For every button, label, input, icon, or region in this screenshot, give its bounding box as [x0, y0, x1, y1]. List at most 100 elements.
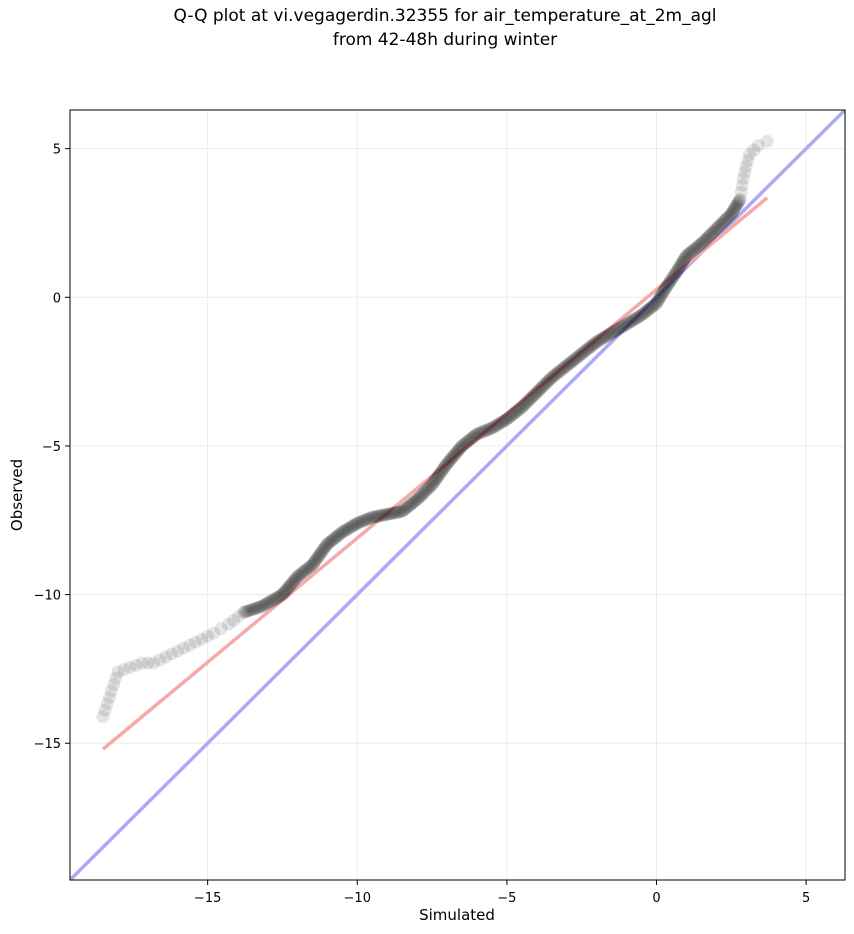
qq-point [594, 332, 608, 346]
qq-point [253, 600, 267, 614]
qq-point [308, 554, 322, 568]
qq-point [536, 380, 550, 394]
qq-point [493, 416, 507, 430]
qq-point [283, 578, 297, 592]
qq-point [675, 257, 689, 271]
qq-point [679, 249, 693, 263]
qq-point [672, 261, 686, 275]
qq-point [728, 202, 742, 216]
qq-point [658, 283, 672, 297]
qq-point [532, 383, 546, 397]
qq-point [560, 359, 574, 373]
qq-point [525, 390, 539, 404]
qq-point [339, 523, 353, 537]
qq-point [452, 443, 466, 457]
qq-point [395, 504, 409, 518]
qq-point [297, 565, 311, 579]
qq-point [628, 312, 642, 326]
qq-point [280, 582, 294, 596]
qq-point [710, 221, 724, 235]
qq-point [651, 294, 665, 308]
qq-point [306, 557, 320, 571]
qq-point [637, 306, 651, 320]
qq-point [435, 463, 449, 477]
qq-point [558, 360, 572, 374]
qq-point [386, 506, 400, 520]
qq-point [337, 524, 351, 538]
qq-point [335, 525, 349, 539]
qq-point [585, 339, 599, 353]
qq-point [575, 347, 589, 361]
qq-point [629, 311, 643, 325]
qq-point [383, 507, 397, 521]
qq-point [278, 584, 292, 598]
qq-point [324, 534, 338, 548]
qq-point [159, 650, 173, 664]
qq-point [318, 541, 332, 555]
qq-point [735, 178, 749, 192]
qq-point [496, 415, 510, 429]
qq-point [462, 433, 476, 447]
qq-point [287, 573, 301, 587]
qq-point [502, 410, 516, 424]
qq-point [243, 603, 257, 617]
qq-point [576, 346, 590, 360]
qq-point [588, 336, 602, 350]
qq-point [467, 429, 481, 443]
qq-point [482, 422, 496, 436]
qq-point [317, 542, 331, 556]
qq-point [660, 279, 674, 293]
qq-point [479, 423, 493, 437]
qq-point [655, 287, 669, 301]
qq-point [232, 609, 246, 623]
qq-point [315, 545, 329, 559]
qq-point [350, 516, 364, 530]
qq-point [518, 397, 532, 411]
qq-point [96, 709, 110, 723]
qq-point [646, 299, 660, 313]
qq-point [664, 273, 678, 287]
qq-point [551, 366, 565, 380]
y-axis-ticks: −15 −10 −5 0 5 [34, 143, 70, 752]
qq-point [183, 638, 197, 652]
qq-point [686, 244, 700, 258]
qq-point [100, 697, 114, 711]
qq-point [485, 421, 499, 435]
qq-point [380, 507, 394, 521]
qq-point [426, 476, 440, 490]
qq-point [732, 195, 746, 209]
qq-point [342, 521, 356, 535]
qq-point [556, 362, 570, 376]
qq-point [346, 519, 360, 533]
qq-point [450, 445, 464, 459]
chart-title-line1: Q-Q plot at vi.vegagerdin.32355 for air_… [173, 6, 717, 26]
qq-point [581, 342, 595, 356]
qq-point [734, 185, 748, 199]
qq-point [470, 427, 484, 441]
qq-point [566, 354, 580, 368]
qq-point [723, 208, 737, 222]
qq-point [760, 134, 774, 148]
qq-point [620, 317, 634, 331]
qq-point [255, 599, 269, 613]
qq-point [510, 404, 524, 418]
qq-point [332, 528, 346, 542]
qq-point [739, 159, 753, 173]
plot-frame [69, 109, 846, 881]
qq-point [477, 424, 491, 438]
qq-point [677, 253, 691, 267]
qq-point [674, 258, 688, 272]
qq-point [302, 561, 316, 575]
qq-point [259, 597, 273, 611]
qq-point [698, 233, 712, 247]
qq-point [561, 358, 575, 372]
qq-point [731, 196, 745, 210]
qq-point [519, 396, 533, 410]
qq-point [659, 280, 673, 294]
qq-point [609, 324, 623, 338]
qq-point [365, 510, 379, 524]
qq-point [281, 580, 295, 594]
qq-point [295, 566, 309, 580]
qq-point [506, 407, 520, 421]
qq-point [541, 374, 555, 388]
